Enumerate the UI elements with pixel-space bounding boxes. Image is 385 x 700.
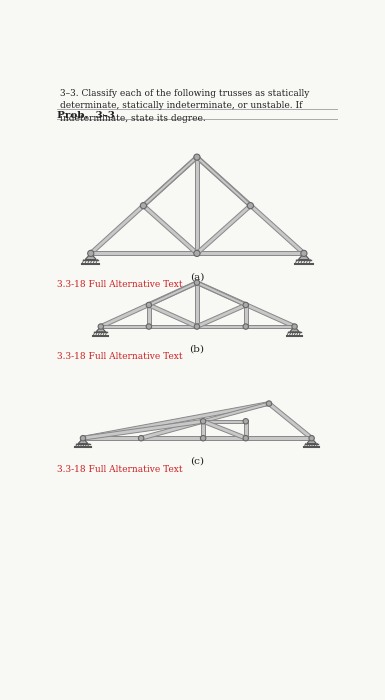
Polygon shape [307,438,316,444]
Circle shape [266,401,272,406]
Polygon shape [85,253,96,260]
Polygon shape [142,156,198,206]
Polygon shape [142,204,198,255]
Circle shape [247,202,253,209]
Text: 3–3. Classify each of the following trusses as statically
determinate, staticall: 3–3. Classify each of the following trus… [60,89,309,122]
Circle shape [201,419,206,424]
Polygon shape [83,402,270,440]
Circle shape [292,324,297,329]
Text: Prob.  3–3: Prob. 3–3 [57,111,115,120]
Polygon shape [89,155,198,255]
Circle shape [194,280,200,286]
Circle shape [243,419,248,424]
Polygon shape [147,305,151,326]
Polygon shape [244,305,248,326]
Polygon shape [83,436,141,440]
Polygon shape [91,251,197,256]
Polygon shape [195,157,199,253]
Polygon shape [203,420,246,423]
Circle shape [194,251,200,256]
Polygon shape [100,281,198,328]
Polygon shape [196,156,251,206]
Polygon shape [203,436,246,440]
Circle shape [98,324,104,329]
Polygon shape [78,438,88,444]
Text: 3.3-18 Full Alternative Text: 3.3-18 Full Alternative Text [57,280,183,289]
Polygon shape [203,419,246,440]
Polygon shape [197,325,246,328]
Circle shape [243,324,248,329]
Circle shape [194,154,200,160]
Polygon shape [196,281,246,307]
Polygon shape [195,283,199,326]
Polygon shape [148,281,198,307]
Circle shape [80,435,86,441]
Text: (b): (b) [189,344,204,354]
Circle shape [243,435,248,441]
Circle shape [146,302,152,308]
Circle shape [146,324,152,329]
Polygon shape [197,251,304,256]
Circle shape [141,202,147,209]
Polygon shape [203,402,270,423]
Polygon shape [196,155,305,255]
Polygon shape [298,253,310,260]
Polygon shape [96,326,106,332]
Text: 3.3-18 Full Alternative Text: 3.3-18 Full Alternative Text [57,466,183,474]
Polygon shape [148,303,198,328]
Polygon shape [290,326,300,332]
Polygon shape [268,402,313,440]
Polygon shape [246,325,295,328]
Polygon shape [141,436,203,440]
Polygon shape [244,421,248,438]
Polygon shape [196,281,295,328]
Polygon shape [196,303,246,328]
Circle shape [243,302,248,308]
Circle shape [201,435,206,441]
Circle shape [194,324,200,329]
Polygon shape [196,204,252,255]
Text: 3.3-18 Full Alternative Text: 3.3-18 Full Alternative Text [57,352,183,361]
Polygon shape [83,419,203,440]
Polygon shape [201,421,205,438]
Polygon shape [101,325,149,328]
Polygon shape [149,325,197,328]
Text: (a): (a) [190,272,204,281]
Text: (c): (c) [190,456,204,466]
Polygon shape [141,419,204,440]
Circle shape [139,435,144,441]
Circle shape [309,435,314,441]
Circle shape [88,251,94,256]
Circle shape [301,251,307,256]
Polygon shape [246,436,311,440]
